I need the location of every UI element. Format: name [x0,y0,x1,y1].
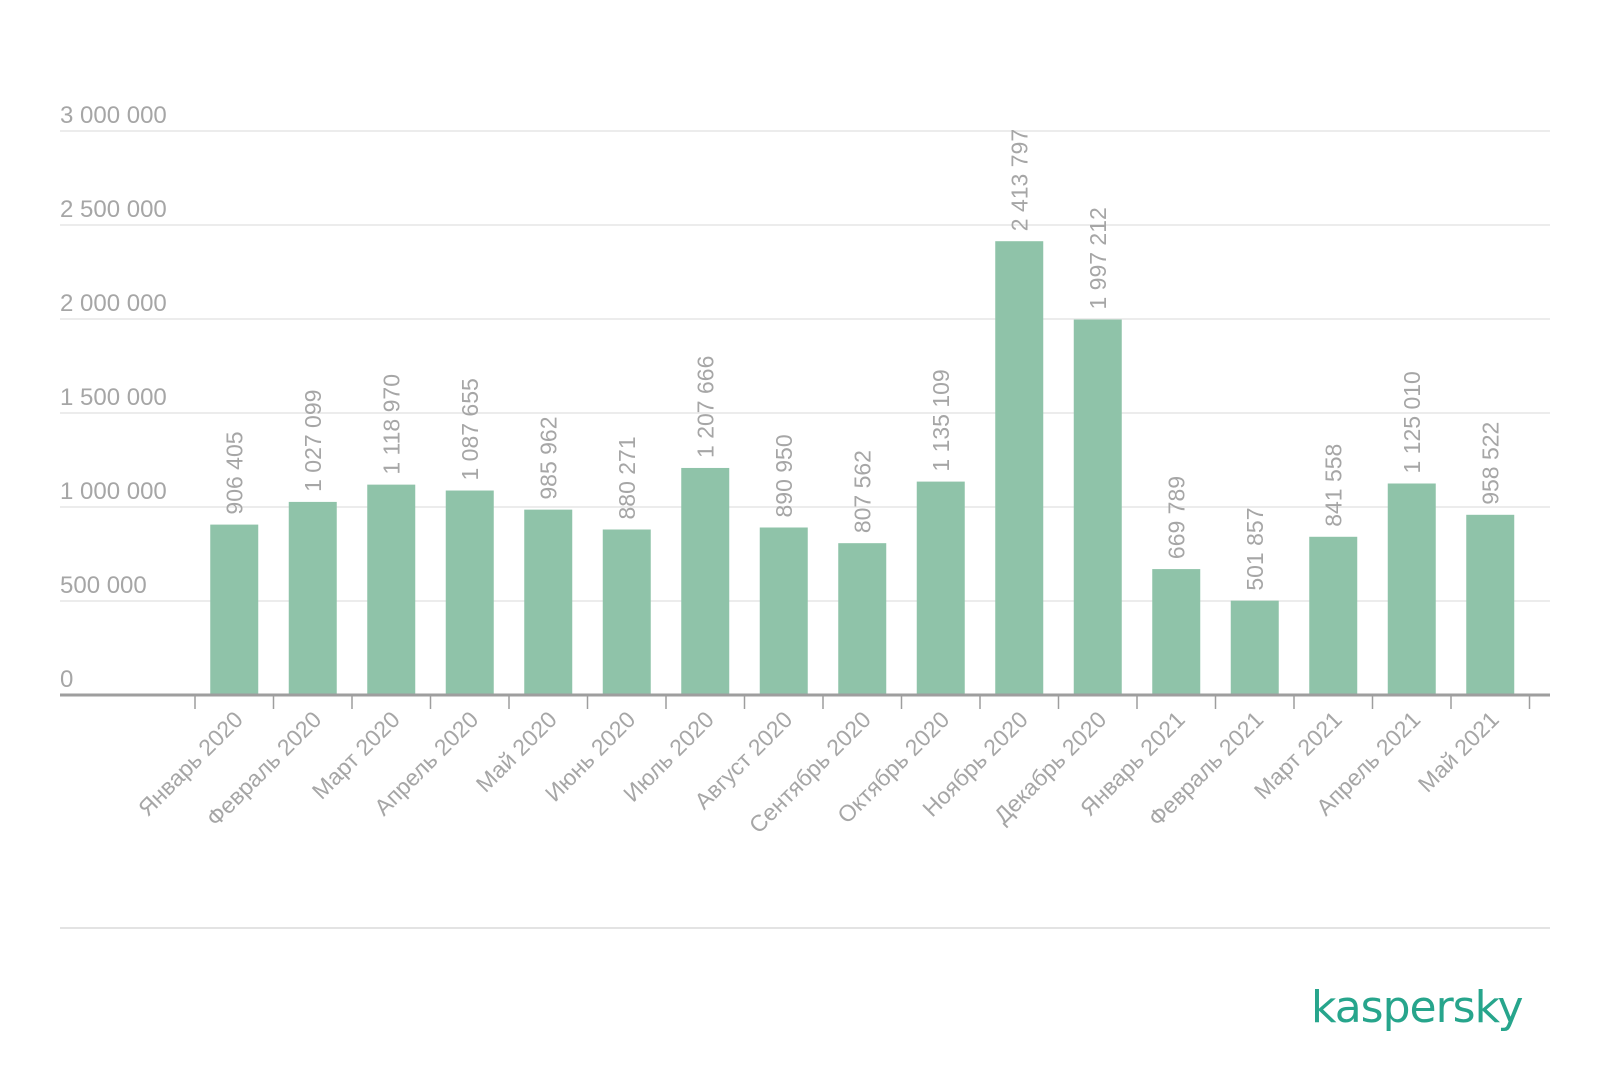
bar [602,529,651,695]
bar [1387,483,1436,695]
bottom-divider [60,927,1550,929]
bar [995,241,1044,695]
y-tick-label: 0 [60,666,73,693]
data-label: 2 413 797 [1006,129,1032,231]
data-label: 985 962 [535,416,561,499]
y-tick-label: 2 000 000 [60,290,167,317]
bar [1073,319,1122,695]
kaspersky-logo: kaspersky [1311,982,1524,1033]
x-axis [60,693,1550,709]
data-label: 841 558 [1320,444,1346,527]
data-label: 906 405 [221,431,247,514]
data-labels: 906 405 1 027 099 1 118 970 1 087 655 985 96… [221,129,1503,591]
bar [524,509,573,695]
data-label: 1 027 099 [300,390,326,492]
bar [210,524,259,695]
data-label: 1 087 655 [457,378,483,480]
bar [445,490,494,695]
data-label: 501 857 [1242,508,1268,591]
bar [367,484,416,695]
data-label: 890 950 [771,434,797,517]
y-tick-label: 2 500 000 [60,196,167,223]
y-tick-label: 1 000 000 [60,478,167,505]
data-label: 1 135 109 [928,369,954,471]
data-label: 1 125 010 [1399,371,1425,473]
bar [1466,514,1515,695]
bar [916,481,965,695]
bar [1230,600,1279,695]
data-label: 807 562 [849,450,875,533]
data-label: 669 789 [1163,476,1189,559]
data-label: 1 207 666 [692,356,718,458]
bar [759,527,808,695]
data-label: 958 522 [1477,422,1503,505]
x-tick-label: Май 2021 [1413,706,1504,797]
bar [1152,569,1201,695]
data-label: 1 118 970 [378,374,404,475]
y-tick-label: 500 000 [60,572,147,599]
bars [210,241,1515,695]
bar [681,467,730,695]
bar [1309,536,1358,695]
data-label: 1 997 212 [1085,207,1111,309]
y-tick-label: 3 000 000 [60,102,167,129]
bar [288,501,337,695]
data-label: 880 271 [614,436,640,519]
y-tick-label: 1 500 000 [60,384,167,411]
bar [838,543,887,695]
y-axis-ticks: 0 500 000 1 000 000 1 500 000 2 000 000 2 500… [60,102,167,693]
